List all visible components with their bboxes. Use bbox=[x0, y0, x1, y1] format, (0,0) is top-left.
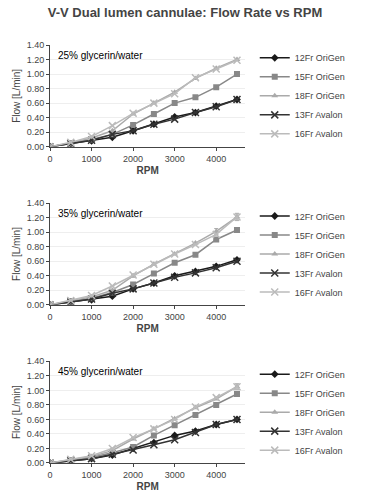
svg-text:0.20: 0.20 bbox=[27, 127, 45, 137]
svg-text:0.00: 0.00 bbox=[27, 458, 45, 468]
svg-text:1000: 1000 bbox=[82, 154, 102, 164]
svg-text:1.40: 1.40 bbox=[27, 198, 45, 208]
svg-text:0.40: 0.40 bbox=[27, 429, 45, 439]
svg-text:1.00: 1.00 bbox=[27, 385, 45, 395]
svg-text:12Fr OriGen: 12Fr OriGen bbox=[295, 53, 345, 63]
svg-text:15Fr OriGen: 15Fr OriGen bbox=[295, 72, 345, 82]
svg-text:RPM: RPM bbox=[137, 323, 159, 334]
svg-text:2000: 2000 bbox=[123, 312, 143, 322]
svg-text:3000: 3000 bbox=[165, 154, 185, 164]
svg-text:0.60: 0.60 bbox=[27, 415, 45, 425]
svg-text:4000: 4000 bbox=[206, 470, 226, 480]
svg-text:18Fr OriGen: 18Fr OriGen bbox=[295, 408, 345, 418]
svg-text:0: 0 bbox=[47, 470, 52, 480]
svg-text:4000: 4000 bbox=[206, 154, 226, 164]
svg-text:0.00: 0.00 bbox=[27, 142, 45, 152]
svg-text:V-V Dual lumen cannulae: Flow: V-V Dual lumen cannulae: Flow Rate vs RP… bbox=[48, 5, 323, 20]
svg-text:0: 0 bbox=[47, 312, 52, 322]
svg-text:1.20: 1.20 bbox=[27, 371, 45, 381]
svg-text:1.40: 1.40 bbox=[27, 40, 45, 50]
svg-text:0.20: 0.20 bbox=[27, 444, 45, 454]
svg-text:2000: 2000 bbox=[123, 470, 143, 480]
svg-text:13Fr Avalon: 13Fr Avalon bbox=[295, 110, 343, 120]
svg-text:3000: 3000 bbox=[165, 312, 185, 322]
svg-text:18Fr OriGen: 18Fr OriGen bbox=[295, 91, 345, 101]
svg-text:Flow [L/min]: Flow [L/min] bbox=[11, 385, 22, 439]
svg-text:1000: 1000 bbox=[82, 312, 102, 322]
svg-text:4000: 4000 bbox=[206, 312, 226, 322]
svg-text:RPM: RPM bbox=[137, 481, 159, 492]
svg-text:1.20: 1.20 bbox=[27, 213, 45, 223]
svg-text:1000: 1000 bbox=[82, 470, 102, 480]
svg-text:12Fr OriGen: 12Fr OriGen bbox=[295, 370, 345, 380]
svg-text:RPM: RPM bbox=[137, 165, 159, 176]
svg-text:12Fr OriGen: 12Fr OriGen bbox=[295, 212, 345, 222]
svg-text:0: 0 bbox=[47, 154, 52, 164]
svg-text:25% glycerin/water: 25% glycerin/water bbox=[58, 50, 143, 61]
svg-text:45% glycerin/water: 45% glycerin/water bbox=[58, 366, 143, 377]
svg-text:16Fr Avalon: 16Fr Avalon bbox=[295, 288, 343, 298]
svg-text:0.00: 0.00 bbox=[27, 300, 45, 310]
svg-text:13Fr Avalon: 13Fr Avalon bbox=[295, 427, 343, 437]
svg-text:15Fr OriGen: 15Fr OriGen bbox=[295, 231, 345, 241]
svg-text:0.80: 0.80 bbox=[27, 242, 45, 252]
svg-text:15Fr OriGen: 15Fr OriGen bbox=[295, 389, 345, 399]
svg-text:0.40: 0.40 bbox=[27, 113, 45, 123]
svg-text:18Fr OriGen: 18Fr OriGen bbox=[295, 250, 345, 260]
svg-text:0.40: 0.40 bbox=[27, 271, 45, 281]
svg-text:1.00: 1.00 bbox=[27, 69, 45, 79]
svg-text:16Fr Avalon: 16Fr Avalon bbox=[295, 446, 343, 456]
svg-text:Flow [L/min]: Flow [L/min] bbox=[11, 69, 22, 123]
svg-text:0.60: 0.60 bbox=[27, 256, 45, 266]
svg-text:0.60: 0.60 bbox=[27, 98, 45, 108]
svg-text:1.40: 1.40 bbox=[27, 356, 45, 366]
svg-text:16Fr Avalon: 16Fr Avalon bbox=[295, 129, 343, 139]
svg-text:1.00: 1.00 bbox=[27, 227, 45, 237]
svg-text:0.80: 0.80 bbox=[27, 400, 45, 410]
svg-text:13Fr Avalon: 13Fr Avalon bbox=[295, 269, 343, 279]
svg-text:0.80: 0.80 bbox=[27, 84, 45, 94]
svg-text:1.20: 1.20 bbox=[27, 55, 45, 65]
svg-text:0.20: 0.20 bbox=[27, 285, 45, 295]
svg-text:3000: 3000 bbox=[165, 470, 185, 480]
svg-text:35% glycerin/water: 35% glycerin/water bbox=[58, 208, 143, 219]
svg-text:2000: 2000 bbox=[123, 154, 143, 164]
svg-text:Flow [L/min]: Flow [L/min] bbox=[11, 227, 22, 281]
